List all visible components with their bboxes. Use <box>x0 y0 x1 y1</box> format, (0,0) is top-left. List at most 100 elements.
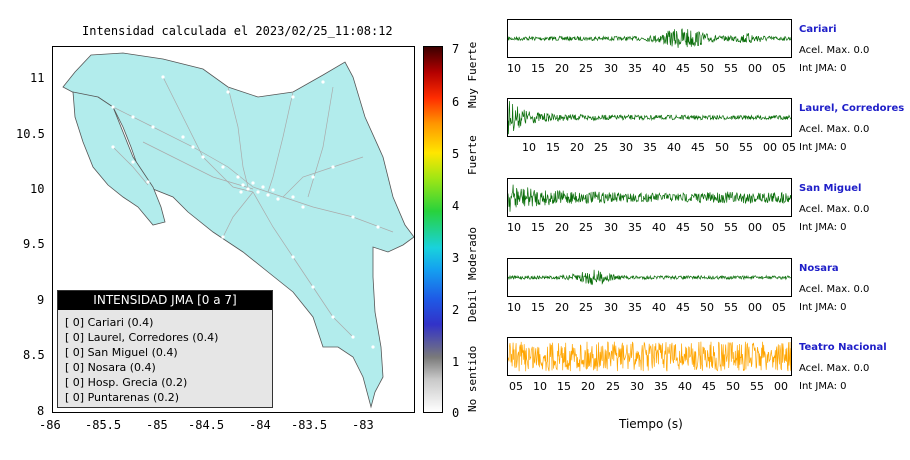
seismogram-panel <box>507 337 792 376</box>
time-tick: 10 <box>507 62 521 75</box>
land-area <box>62 52 414 409</box>
station-name[interactable]: Laurel, Corredores <box>799 103 905 114</box>
time-tick: 50 <box>700 221 714 234</box>
station-dots <box>111 75 380 349</box>
station-name[interactable]: Teatro Nacional <box>799 342 887 353</box>
time-tick: 55 <box>724 62 738 75</box>
time-tick: 00 <box>748 301 762 314</box>
colorbar-tick: 4 <box>452 199 460 213</box>
time-tick: 20 <box>555 62 569 75</box>
y-tick: 8.5 <box>23 348 45 362</box>
time-tick: 15 <box>531 62 545 75</box>
time-tick: 45 <box>702 380 716 393</box>
time-tick: 55 <box>750 380 764 393</box>
colorbar-label: Muy Fuerte <box>466 41 479 108</box>
time-tick: 50 <box>726 380 740 393</box>
time-tick: 10 <box>522 141 536 154</box>
legend-item: [ 0] Laurel, Corredores (0.4) <box>65 331 219 344</box>
max-acceleration: Acel. Max. 0.0 <box>799 363 870 374</box>
time-tick: 40 <box>678 380 692 393</box>
time-tick: 15 <box>557 380 571 393</box>
time-tick: 30 <box>604 62 618 75</box>
time-tick: 45 <box>691 141 705 154</box>
colorbar-tick: 5 <box>452 147 460 161</box>
jma-intensity: Int JMA: 0 <box>799 302 847 313</box>
time-tick: 25 <box>606 380 620 393</box>
time-tick: 30 <box>604 301 618 314</box>
time-tick: 50 <box>700 62 714 75</box>
time-tick: 15 <box>546 141 560 154</box>
time-tick: 35 <box>628 301 642 314</box>
jma-intensity: Int JMA: 0 <box>799 222 847 233</box>
waveform-trace <box>508 269 791 286</box>
colorbar-tick: 7 <box>452 42 460 56</box>
intensity-colorbar <box>423 46 443 413</box>
legend-item: [ 0] Puntarenas (0.2) <box>65 391 180 404</box>
colorbar-label: Fuerte <box>466 135 479 175</box>
time-tick: 15 <box>531 301 545 314</box>
time-tick: 05 <box>772 221 786 234</box>
time-tick: 25 <box>579 301 593 314</box>
time-tick: 05 <box>772 301 786 314</box>
station-name[interactable]: Cariari <box>799 24 837 35</box>
station-name[interactable]: Nosara <box>799 263 839 274</box>
y-tick: 11 <box>30 71 45 85</box>
time-tick: 55 <box>724 221 738 234</box>
max-acceleration: Acel. Max. 0.0 <box>799 284 870 295</box>
colorbar-label: Debil <box>466 288 479 322</box>
x-tick: -84 <box>249 418 271 432</box>
time-tick: 30 <box>619 141 633 154</box>
time-tick: 40 <box>667 141 681 154</box>
time-tick: 20 <box>555 301 569 314</box>
map-title: Intensidad calculada el 2023/02/25_11:08… <box>82 24 393 38</box>
x-tick: -85.5 <box>85 418 122 432</box>
legend-item: [ 0] Hosp. Grecia (0.2) <box>65 376 188 389</box>
time-tick: 55 <box>739 141 753 154</box>
seismogram-panel <box>507 258 792 297</box>
y-tick: 10 <box>30 182 45 196</box>
time-tick: 00 <box>763 141 777 154</box>
time-tick: 25 <box>579 62 593 75</box>
colorbar-tick: 6 <box>452 95 460 109</box>
max-acceleration: Acel. Max. 0.0 <box>799 124 870 135</box>
colorbar-tick: 3 <box>452 251 460 265</box>
colorbar-label: Moderado <box>466 227 479 280</box>
time-tick: 45 <box>676 221 690 234</box>
time-tick: 40 <box>652 221 666 234</box>
time-tick: 45 <box>676 62 690 75</box>
station-name[interactable]: San Miguel <box>799 183 862 194</box>
y-tick: 9 <box>37 293 45 307</box>
y-tick: 10.5 <box>16 127 45 141</box>
waveform-trace <box>508 341 791 372</box>
time-tick: 00 <box>774 380 788 393</box>
time-tick: 35 <box>628 62 642 75</box>
jma-intensity: Int JMA: 0 <box>799 63 847 74</box>
seismogram-panel <box>507 19 792 58</box>
seismogram-panel <box>507 98 792 137</box>
time-tick: 40 <box>652 301 666 314</box>
time-tick: 30 <box>604 221 618 234</box>
time-tick: 00 <box>748 62 762 75</box>
legend-item: [ 0] Cariari (0.4) <box>65 316 154 329</box>
time-tick: 20 <box>555 221 569 234</box>
time-tick: 55 <box>724 301 738 314</box>
time-tick: 35 <box>628 221 642 234</box>
x-tick: -85 <box>146 418 168 432</box>
x-tick: -84.5 <box>188 418 225 432</box>
time-tick: 25 <box>579 221 593 234</box>
time-tick: 10 <box>507 221 521 234</box>
x-tick: -83 <box>352 418 374 432</box>
time-tick: 25 <box>594 141 608 154</box>
time-tick: 20 <box>581 380 595 393</box>
colorbar-tick: 1 <box>452 355 460 369</box>
colorbar-tick: 0 <box>452 406 460 420</box>
time-tick: 10 <box>533 380 547 393</box>
time-tick: 05 <box>509 380 523 393</box>
jma-intensity: Int JMA: 0 <box>799 142 847 153</box>
legend-item: [ 0] Nosara (0.4) <box>65 361 156 374</box>
max-acceleration: Acel. Max. 0.0 <box>799 45 870 56</box>
y-tick: 9.5 <box>23 237 45 251</box>
time-axis-label: Tiempo (s) <box>619 417 683 431</box>
costa-rica-map <box>62 52 414 409</box>
seismogram-panel <box>507 178 792 217</box>
